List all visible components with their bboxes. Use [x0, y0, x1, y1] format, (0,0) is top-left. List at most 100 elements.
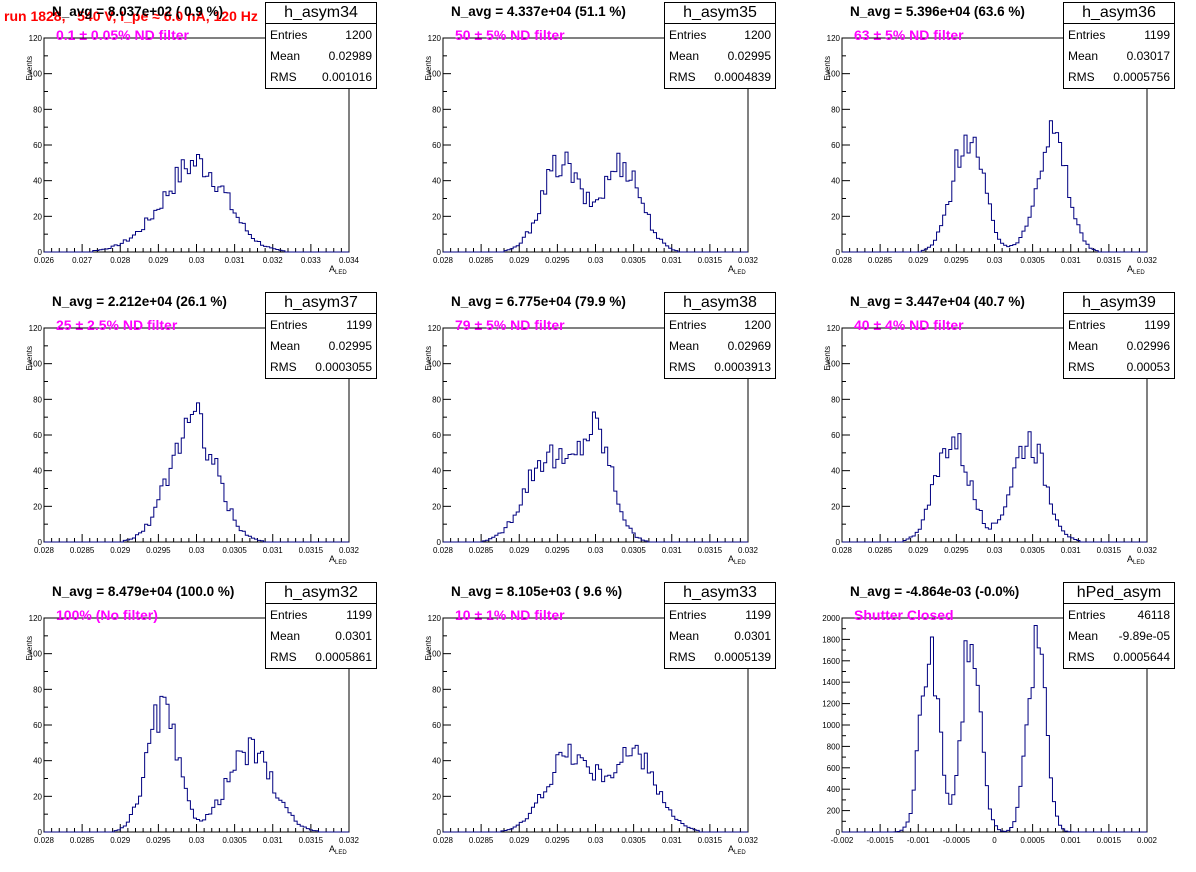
x-tick-label: 0.032 — [1137, 546, 1158, 555]
y-tick-label: 60 — [831, 141, 840, 150]
stats-row-mean: Mean 0.02989 — [270, 46, 372, 66]
stats-value: 0.0005861 — [315, 650, 372, 664]
x-tick-label: 0.0305 — [222, 836, 247, 845]
x-tick-label: 0.029 — [509, 836, 530, 845]
x-tick-label: 0.0285 — [469, 546, 494, 555]
x-tick-label: 0.0295 — [944, 546, 969, 555]
stats-box: h_asym37 Entries 1199 Mean 0.02995 RMS 0.00030… — [265, 292, 377, 379]
histogram-panel-h_asym34: 0 20 40 60 80 100 120 0.026 0.027 0.028 0.029 0.03 0… — [0, 0, 399, 290]
y-tick-label: 80 — [432, 685, 441, 694]
stats-value: 0.0005644 — [1113, 650, 1170, 664]
x-axis-label: ALED — [1127, 554, 1145, 566]
y-tick-label: 0 — [836, 828, 841, 837]
stats-value: 0.02995 — [727, 49, 771, 63]
y-tick-label: 20 — [432, 792, 441, 801]
x-axis-label: ALED — [329, 554, 347, 566]
y-tick-label: 0 — [836, 538, 841, 547]
stats-row-entries: Entries 1199 — [270, 315, 372, 335]
y-tick-label: 40 — [831, 177, 840, 186]
y-tick-label: 0 — [38, 248, 43, 257]
x-tick-label: 0.028 — [110, 256, 131, 265]
histogram-panel-h_asym35: 0 20 40 60 80 100 120 0.028 0.0285 0.029 0.0295 0.0… — [399, 0, 798, 290]
histogram-svg: 0 20 40 60 80 100 120 0.026 0.027 0.028 0.029 0.03 0… — [25, 34, 360, 276]
y-tick-label: 80 — [831, 395, 840, 404]
x-tick-label: 0.0285 — [70, 836, 95, 845]
filter-label: 25 ± 2.5% ND filter — [56, 317, 178, 333]
x-tick-label: 0.028 — [433, 546, 454, 555]
x-tick-label: 0.0285 — [868, 546, 893, 555]
x-axis-label: ALED — [1127, 264, 1145, 276]
x-tick-label: 0.0305 — [1020, 256, 1045, 265]
y-tick-label: 120 — [428, 324, 442, 333]
y-tick-label: 120 — [428, 34, 442, 43]
stats-value: 1200 — [345, 28, 372, 42]
y-tick-label: 120 — [827, 324, 841, 333]
y-tick-label: 600 — [827, 764, 841, 773]
histogram-panel-h_asym36: 0 20 40 60 80 100 120 0.028 0.0285 0.029 0.0295 0.0… — [798, 0, 1196, 290]
y-tick-label: 60 — [432, 721, 441, 730]
stats-key: RMS — [270, 360, 297, 374]
histogram-panel-h_asym32: 0 20 40 60 80 100 120 0.028 0.0285 0.029 0.0295 0.0… — [0, 580, 399, 870]
histogram-line-h_asym33 — [443, 743, 748, 833]
stats-box: h_asym34 Entries 1200 Mean 0.02989 RMS 0.00101… — [265, 2, 377, 89]
y-tick-label: 20 — [33, 502, 42, 511]
y-tick-label: 80 — [432, 395, 441, 404]
stats-row-rms: RMS 0.0003913 — [669, 357, 771, 377]
x-tick-label: 0.031 — [1061, 256, 1082, 265]
stats-value: 0.0005139 — [714, 650, 771, 664]
x-tick-label: 0.029 — [509, 256, 530, 265]
x-tick-label: 0.031 — [225, 256, 246, 265]
stats-box: hPed_asym Entries 46118 Mean -9.89e-05 RMS 0.0… — [1063, 582, 1175, 669]
histogram-panel-h_asym38: 0 20 40 60 80 100 120 0.028 0.0285 0.029 0.0295 0.0… — [399, 290, 798, 580]
x-tick-label: 0.031 — [263, 546, 284, 555]
y-tick-label: 60 — [33, 431, 42, 440]
x-axis-label: ALED — [728, 844, 746, 856]
histogram-svg: 0 200 400 600 800 1000 1200 1400 1600 1800 2000 -0.… — [822, 614, 1157, 845]
x-tick-label: 0.029 — [908, 546, 929, 555]
stats-row-entries: Entries 1199 — [1068, 25, 1170, 45]
stats-key: Entries — [1068, 608, 1106, 622]
x-tick-label: 0.0285 — [469, 836, 494, 845]
histogram-panel-hPed_asym: 0 200 400 600 800 1000 1200 1400 1600 1800 2000 -0.… — [798, 580, 1196, 870]
stats-row-rms: RMS 0.0005861 — [270, 647, 372, 667]
y-tick-label: 60 — [432, 141, 441, 150]
x-axis-label: ALED — [728, 554, 746, 566]
x-axis-label-sub: LED — [734, 270, 746, 276]
y-tick-label: 40 — [33, 177, 42, 186]
y-tick-label: 100 — [29, 70, 43, 79]
x-tick-label: 0.0315 — [299, 546, 324, 555]
stats-value: 0.0301 — [335, 629, 372, 643]
y-tick-label: 80 — [33, 395, 42, 404]
y-tick-label: 120 — [29, 614, 43, 623]
x-tick-label: 0.032 — [263, 256, 284, 265]
y-tick-label: 20 — [33, 212, 42, 221]
x-axis-label: ALED — [329, 844, 347, 856]
x-tick-label: 0.0305 — [621, 256, 646, 265]
navg-text: N_avg = 8.105e+03 ( 9.6 %) — [451, 584, 623, 599]
y-tick-label: 1600 — [822, 657, 840, 666]
x-tick-label: -0.001 — [907, 836, 930, 845]
stats-key: Entries — [270, 28, 308, 42]
y-tick-label: 0 — [38, 828, 43, 837]
x-tick-label: 0.0315 — [299, 836, 324, 845]
x-tick-label: 0.031 — [263, 836, 284, 845]
stats-row-rms: RMS 0.00053 — [1068, 357, 1170, 377]
histogram-line-h_asym34 — [44, 154, 349, 253]
x-tick-label: 0.031 — [662, 546, 683, 555]
stats-value: 0.0003055 — [315, 360, 372, 374]
histogram-svg: 0 20 40 60 80 100 120 0.028 0.0285 0.029 0.0295 0.0… — [424, 614, 759, 856]
navg-text: N_avg = 8.479e+04 (100.0 %) — [52, 584, 235, 599]
x-tick-label: 0.031 — [662, 836, 683, 845]
histogram-line-h_asym39 — [842, 431, 1147, 543]
x-tick-label: 0.0295 — [545, 546, 570, 555]
stats-value: 0.03017 — [1126, 49, 1170, 63]
stats-value: 1199 — [1144, 28, 1170, 42]
y-tick-label: 40 — [33, 757, 42, 766]
x-tick-label: 0.0295 — [545, 256, 570, 265]
stats-row-mean: Mean 0.02996 — [1068, 336, 1170, 356]
stats-value: 1199 — [745, 608, 771, 622]
x-tick-label: 0.032 — [1137, 256, 1158, 265]
y-tick-label: 1800 — [822, 635, 840, 644]
stats-value: 0.02989 — [328, 49, 372, 63]
stats-key: RMS — [669, 650, 696, 664]
